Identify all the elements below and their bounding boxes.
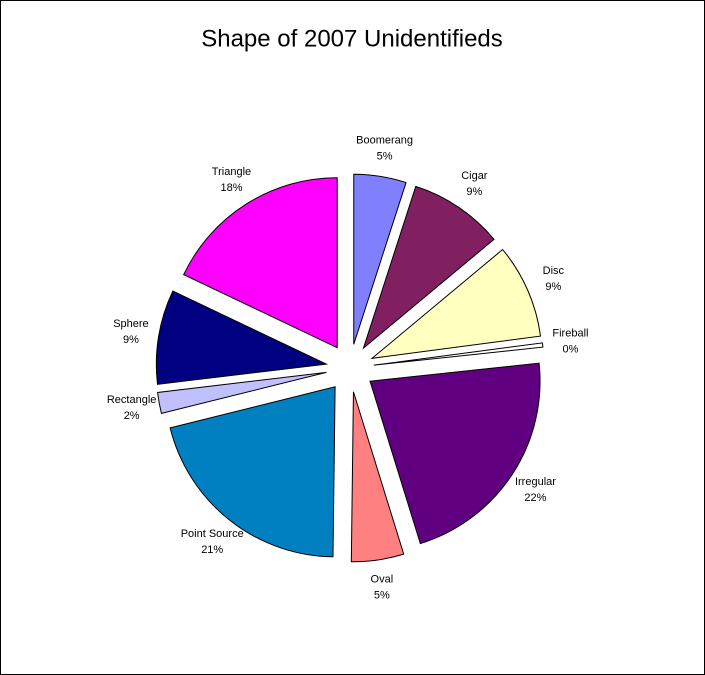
pie-slice [169,386,336,558]
slice-value-label: 5% [374,590,390,602]
pie-slice [155,290,329,385]
slice-label: Fireball [552,328,588,340]
slice-label: Sphere [113,318,148,330]
slice-label: Point Source [181,528,244,540]
slice-label: Disc [543,265,565,277]
slice-value-label: 2% [124,410,140,422]
slice-value-label: 22% [524,492,546,504]
pie-slice [362,185,495,350]
chart-title: Shape of 2007 Unidentifieds [201,25,503,52]
pie-slice [350,391,405,563]
slice-label: Boomerang [356,135,413,147]
slice-value-label: 9% [466,186,482,198]
slice-label: Oval [371,574,394,586]
slice-label: Triangle [212,166,251,178]
pie-slice [369,362,541,545]
slice-label: Cigar [461,170,488,182]
pie-slice [373,342,544,366]
slice-label: Rectangle [107,394,157,406]
slice-value-label: 18% [220,182,242,194]
pie-slice [353,173,407,345]
pie-slice [183,177,338,349]
slice-value-label: 21% [201,544,223,556]
slice-value-label: 9% [545,281,561,293]
slice-value-label: 0% [562,344,578,356]
slice-label: Irregular [515,476,556,488]
pie-slice [370,248,542,360]
pie-slice [157,371,327,415]
slice-value-label: 5% [377,151,393,163]
slice-value-label: 9% [123,334,139,346]
